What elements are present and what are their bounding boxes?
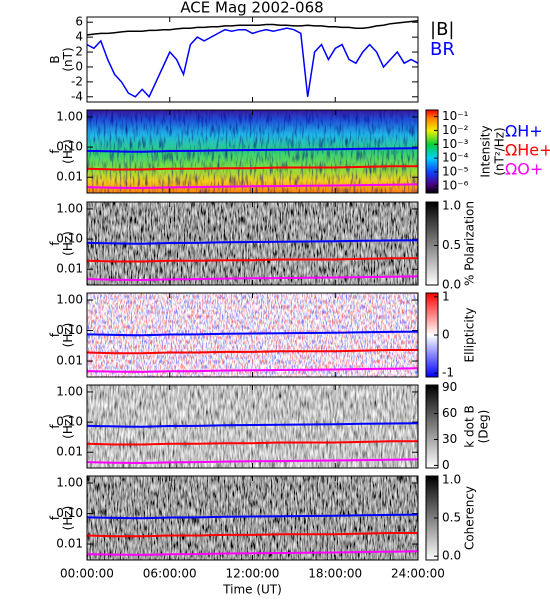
y-tick-label: 1.00 (56, 476, 83, 490)
colorbar-tick-label: 10⁻⁵ (442, 164, 469, 178)
colorbar-label: % Polarization (463, 201, 477, 286)
y-tick-label: 0 (75, 59, 83, 73)
legend-label: ΩH+ (505, 122, 543, 141)
figure-title: ACE Mag 2002-068 (180, 0, 323, 17)
colorbar-label: (nT²/Hz) (493, 127, 507, 175)
colorbar-tick-label: 0.5 (442, 511, 461, 525)
y-axis-label: (nT) (61, 47, 75, 71)
colorbar-tick-label: 10⁻³ (442, 137, 469, 151)
gyrofrequency-line (86, 458, 419, 465)
y-axis-label: B (48, 55, 62, 63)
y-tick-label: 0.10 (56, 140, 83, 154)
y-tick-label: 0.01 (56, 262, 83, 276)
colorbar-tick-label: 90 (442, 380, 457, 394)
legend-label: |B| (430, 19, 454, 40)
colorbar-tick-label: 10⁻⁶ (442, 178, 469, 192)
plot-frame (86, 384, 419, 469)
x-tick-label: 12:00:00 (226, 567, 280, 581)
colorbar-tick-label: 0 (442, 328, 450, 342)
x-tick-label: 24:00:00 (391, 567, 445, 581)
colorbar-label: Ellipticity (463, 308, 477, 363)
colorbar-tick-label: 30 (442, 432, 457, 446)
y-tick-label: 0.01 (56, 354, 83, 368)
gyrofrequency-line (86, 275, 419, 282)
gyrofrequency-line (86, 330, 419, 337)
y-tick-label: 1.00 (56, 384, 83, 398)
plot-frame (86, 201, 419, 286)
gyrofrequency-line (86, 257, 418, 263)
colorbar (425, 109, 439, 194)
gyrofrequency-line (86, 165, 418, 171)
y-axis-label: (Hz) (61, 506, 75, 531)
y-tick-label: 1.00 (56, 109, 83, 123)
colorbar-label: k dot B (463, 405, 477, 447)
gyrofrequency-line (86, 147, 419, 153)
colorbar-tick-label: 10⁻² (442, 123, 469, 137)
y-tick-label: 0.01 (56, 170, 83, 184)
gyrofrequency-line (86, 183, 419, 190)
x-tick-label: 06:00:00 (143, 567, 197, 581)
y-axis-label: (Hz) (61, 231, 75, 256)
colorbar-label: Intensity (479, 125, 493, 177)
x-axis-label: Time (UT) (222, 583, 282, 597)
y-tick-label: 0.10 (56, 323, 83, 337)
gyrofrequency-line (86, 239, 419, 245)
colorbar-tick-label: 10⁻⁴ (442, 151, 469, 165)
y-axis-label: (Hz) (61, 139, 75, 164)
colorbar-tick-label: 1 (442, 289, 450, 303)
data-line (86, 19, 419, 36)
y-tick-label: 0.01 (56, 445, 83, 459)
gyrofrequency-line (86, 532, 418, 538)
colorbar-tick-label: 0.0 (442, 549, 461, 563)
colorbar-tick-label: 1.0 (442, 198, 461, 212)
colorbar-tick-label: 0 (442, 458, 450, 472)
x-tick-label: 00:00:00 (60, 567, 114, 581)
y-axis-label: f (48, 332, 62, 337)
legend-label: ΩO+ (505, 160, 543, 179)
y-axis-label: f (48, 424, 62, 429)
y-tick-label: -4 (71, 89, 83, 103)
gyrofrequency-line (86, 550, 419, 556)
colorbar-tick-label: 0.5 (442, 238, 461, 252)
colorbar-tick-label: 60 (442, 406, 457, 420)
plot-frame (86, 109, 419, 194)
y-axis-label: (Hz) (61, 323, 75, 348)
colorbar-tick-label: -1 (442, 366, 454, 380)
colorbar (425, 201, 439, 286)
y-tick-label: 0.10 (56, 415, 83, 429)
gyrofrequency-line (86, 513, 419, 520)
y-tick-label: 1.00 (56, 201, 83, 215)
colorbar-tick-label: 10⁻¹ (442, 109, 469, 123)
gyrofrequency-line (86, 349, 418, 355)
y-tick-label: 6 (75, 15, 83, 29)
gyrofrequency-line (86, 440, 418, 446)
colorbar (425, 384, 439, 469)
plot-frame (86, 292, 419, 378)
y-tick-label: -2 (71, 74, 83, 88)
y-tick-label: 1.00 (56, 293, 83, 307)
legend-label: ΩHe+ (505, 141, 550, 160)
plot-frame (86, 16, 419, 103)
y-tick-label: 0.01 (56, 537, 83, 551)
colorbar-tick-label: 1.0 (442, 472, 461, 486)
y-axis-label: f (48, 149, 62, 154)
gyrofrequency-line (86, 367, 419, 373)
y-tick-label: 0.10 (56, 506, 83, 520)
y-axis-label: (Hz) (61, 414, 75, 439)
colorbar-tick-label: 0.0 (442, 278, 461, 292)
y-tick-label: 0.10 (56, 232, 83, 246)
colorbar-label: (Deg) (477, 410, 491, 444)
gyrofrequency-line (86, 422, 419, 428)
colorbar-label: Coherency (463, 486, 477, 550)
legend-label: BR (430, 39, 455, 60)
data-line (86, 27, 419, 99)
y-axis-label: f (48, 241, 62, 246)
y-axis-label: f (48, 515, 62, 520)
y-tick-label: 2 (75, 45, 83, 59)
y-tick-label: 4 (75, 30, 83, 44)
x-tick-label: 18:00:00 (308, 567, 362, 581)
plot-frame (86, 475, 419, 561)
